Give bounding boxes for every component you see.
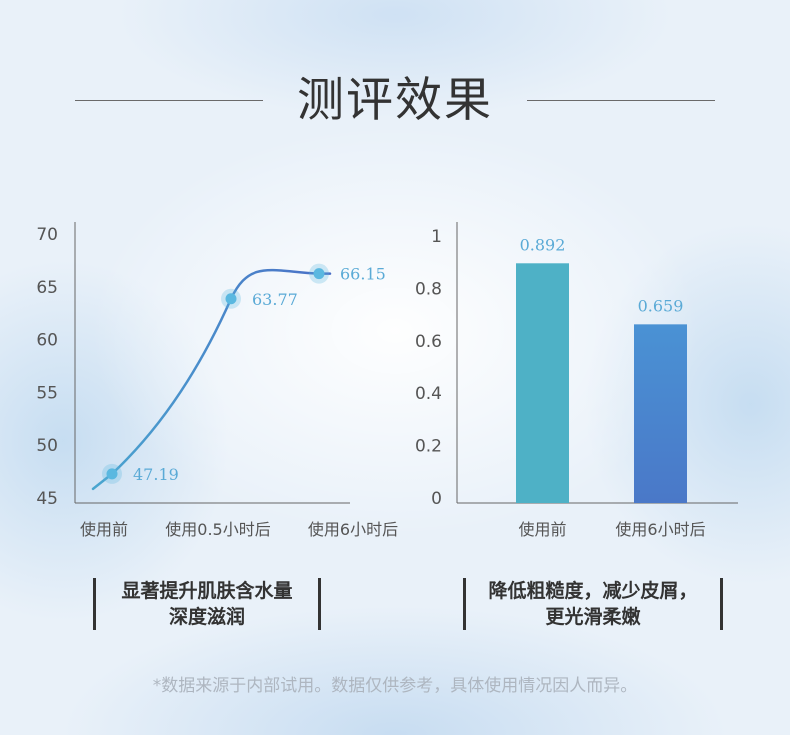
line-chart-series-line: [91, 268, 332, 491]
caption-right-bracket-left: [463, 578, 466, 630]
caption-left-line-1: 显著提升肌肤含水量: [121, 580, 293, 602]
caption-left-bracket-right: [318, 578, 321, 630]
bar-chart-x-tick-label: 使用前: [518, 520, 566, 539]
bar-chart-y-tick-label: 0.6: [415, 332, 442, 352]
line-chart-point: [225, 293, 237, 305]
line-chart-point: [313, 268, 325, 280]
bar-chart-y-tick-label: 0.2: [415, 437, 442, 457]
page-title: 测评效果: [297, 73, 493, 128]
line-chart-y-tick-label: 65: [36, 278, 58, 298]
bar-chart-data-label: 0.892: [520, 235, 566, 254]
caption-right: 降低粗糙度，减少皮屑， 更光滑柔嫩: [463, 578, 723, 630]
title-divider-left: [75, 100, 263, 101]
bar-chart-y-tick-label: 0.8: [415, 279, 442, 299]
caption-right-bracket-right: [720, 578, 723, 630]
caption-right-line-2: 更光滑柔嫩: [545, 606, 641, 628]
bar-chart-x-tick-label: 使用6小时后: [615, 520, 705, 539]
bar-chart-bar: [634, 324, 687, 503]
bar-chart-bar: [516, 263, 569, 503]
line-chart-x-tick-label: 使用前: [80, 520, 128, 539]
line-chart-y-tick-label: 45: [36, 489, 58, 509]
line-chart: 45 50 55 60 65 70 使用前 使用0.5小时后 使用6小时后 47.19 63.77 6…: [36, 222, 398, 539]
bar-chart-data-label: 0.659: [638, 296, 684, 315]
line-chart-data-label: 66.15: [340, 265, 386, 284]
title-divider-right: [527, 100, 715, 101]
bar-chart-y-tick-label: 1: [431, 227, 442, 247]
line-chart-x-tick-label: 使用6小时后: [308, 520, 398, 539]
title-row: 测评效果: [0, 72, 790, 132]
line-chart-y-tick-label: 55: [36, 383, 58, 403]
caption-left: 显著提升肌肤含水量 深度滋润: [93, 578, 321, 630]
caption-right-line-1: 降低粗糙度，减少皮屑，: [488, 580, 698, 602]
charts-area: 45 50 55 60 65 70 使用前 使用0.5小时后 使用6小时后 47.19 63.77 6…: [36, 222, 738, 539]
bar-chart: 0 0.2 0.4 0.6 0.8 1 0.892 使用前 0.659 使用6小时后: [415, 222, 738, 539]
line-chart-x-tick-label: 使用0.5小时后: [165, 520, 270, 539]
line-chart-point: [106, 468, 118, 480]
line-chart-data-label: 63.77: [252, 290, 298, 309]
footnote: *数据来源于内部试用。数据仅供参考，具体使用情况因人而异。: [152, 676, 638, 696]
caption-left-bracket-left: [93, 578, 96, 630]
caption-left-line-2: 深度滋润: [168, 606, 245, 628]
line-chart-y-tick-label: 70: [36, 225, 58, 245]
line-chart-y-tick-label: 50: [36, 436, 58, 456]
bar-chart-y-tick-label: 0.4: [415, 384, 442, 404]
line-chart-data-label: 47.19: [133, 465, 179, 484]
line-chart-y-tick-label: 60: [36, 331, 58, 351]
bar-chart-y-tick-label: 0: [431, 489, 442, 509]
